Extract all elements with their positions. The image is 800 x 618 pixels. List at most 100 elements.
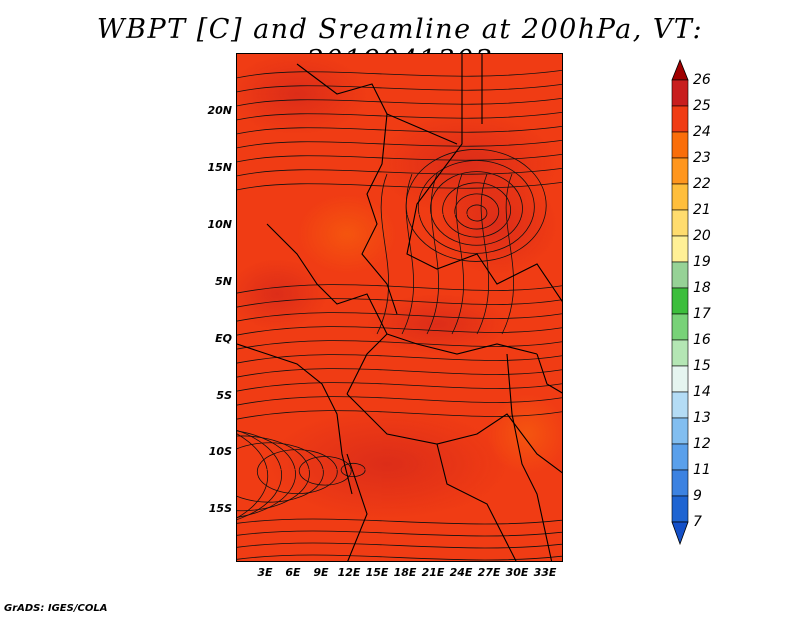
colorbar-label: 9 [693, 488, 702, 504]
colorbar-segment [671, 157, 689, 185]
streamline [237, 554, 562, 561]
colorbar-segment [671, 469, 689, 497]
lat-label: 10N [207, 218, 232, 231]
streamline [417, 160, 535, 254]
colorbar-segment [671, 131, 689, 159]
streamline [237, 153, 562, 163]
colorbar-label: 12 [693, 436, 711, 452]
streamline [430, 171, 523, 246]
map-panel [236, 53, 563, 562]
streamline [256, 449, 338, 495]
colorbar-label: 20 [693, 228, 711, 244]
lon-label: 18E [393, 566, 417, 579]
lon-label: 12E [337, 566, 361, 579]
lon-label: 27E [477, 566, 501, 579]
streamline [376, 173, 390, 335]
streamline [426, 173, 440, 335]
colorbar-label: 26 [693, 72, 711, 88]
lat-label: 20N [207, 104, 232, 117]
lat-label: 15N [207, 161, 232, 174]
streamline [442, 182, 512, 238]
credit-text: GrADS: IGES/COLA [4, 603, 108, 614]
colorbar-label: 18 [693, 280, 711, 296]
streamline [405, 149, 547, 262]
lon-label: 24E [449, 566, 473, 579]
streamline [237, 354, 562, 364]
streamline [237, 326, 562, 336]
streamline [237, 97, 562, 107]
streamline [237, 518, 562, 525]
streamline [501, 173, 515, 335]
colorbar-label: 21 [693, 202, 711, 218]
colorbar-bottom-arrow [671, 521, 689, 546]
colorbar-segment [671, 287, 689, 315]
colorbar-label: 22 [693, 176, 711, 192]
colorbar-segment [671, 495, 689, 523]
wbpt-field [237, 54, 562, 561]
country-borders [237, 54, 562, 561]
streamline [340, 462, 366, 477]
streamline [237, 298, 562, 308]
colorbar-label: 16 [693, 332, 711, 348]
lon-label: 6E [285, 566, 301, 579]
streamline [237, 167, 562, 177]
colorbar-label: 24 [693, 124, 711, 140]
streamline [237, 111, 562, 121]
streamline [237, 340, 562, 350]
lat-label: 15S [208, 502, 232, 515]
streamline [237, 139, 562, 149]
colorbar-segment [671, 391, 689, 419]
streamline [237, 410, 562, 420]
colorbar-top-arrow [671, 58, 689, 81]
streamline [298, 456, 352, 486]
colorbar-label: 17 [693, 306, 711, 322]
lon-label: 33E [533, 566, 557, 579]
colorbar-segment [671, 209, 689, 237]
colorbar-label: 13 [693, 410, 711, 426]
colorbar-segment [671, 183, 689, 211]
lon-label: 30E [505, 566, 529, 579]
colorbar-label: 15 [693, 358, 711, 374]
streamline [237, 368, 562, 378]
streamline [454, 193, 500, 230]
colorbar-label: 14 [693, 384, 711, 400]
colorbar-label: 19 [693, 254, 711, 270]
colorbar-label: 7 [693, 514, 702, 530]
streamline [237, 125, 562, 135]
streamline [237, 430, 296, 518]
colorbar-segment [671, 313, 689, 341]
lon-label: 21E [421, 566, 445, 579]
streamline [237, 69, 562, 79]
lat-label: 5S [216, 389, 232, 402]
lat-label: 10S [208, 445, 232, 458]
lon-label: 15E [365, 566, 389, 579]
colorbar-segment [671, 443, 689, 471]
colorbar [671, 58, 689, 546]
lon-label: 9E [313, 566, 329, 579]
colorbar-segment [671, 235, 689, 263]
colorbar-segment [671, 365, 689, 393]
colorbar-segment [671, 261, 689, 289]
streamline [237, 284, 562, 294]
streamline [237, 430, 283, 521]
colorbar-label: 11 [693, 462, 711, 478]
streamline [401, 173, 415, 335]
colorbar-segment [671, 417, 689, 445]
streamline [476, 173, 490, 335]
streamline [237, 530, 562, 537]
streamline [237, 435, 310, 512]
streamline [237, 382, 562, 392]
streamline [237, 83, 562, 93]
streamline [466, 204, 488, 222]
streamline [451, 173, 465, 335]
streamline [237, 442, 324, 503]
lat-label: 5N [215, 275, 232, 288]
lat-label: EQ [215, 332, 232, 345]
colorbar-label: 23 [693, 150, 711, 166]
colorbar-segment [671, 339, 689, 367]
streamline [237, 396, 562, 406]
colorbar-label: 25 [693, 98, 711, 114]
colorbar-segment [671, 79, 689, 107]
streamlines [237, 69, 562, 561]
colorbar-segment [671, 105, 689, 133]
